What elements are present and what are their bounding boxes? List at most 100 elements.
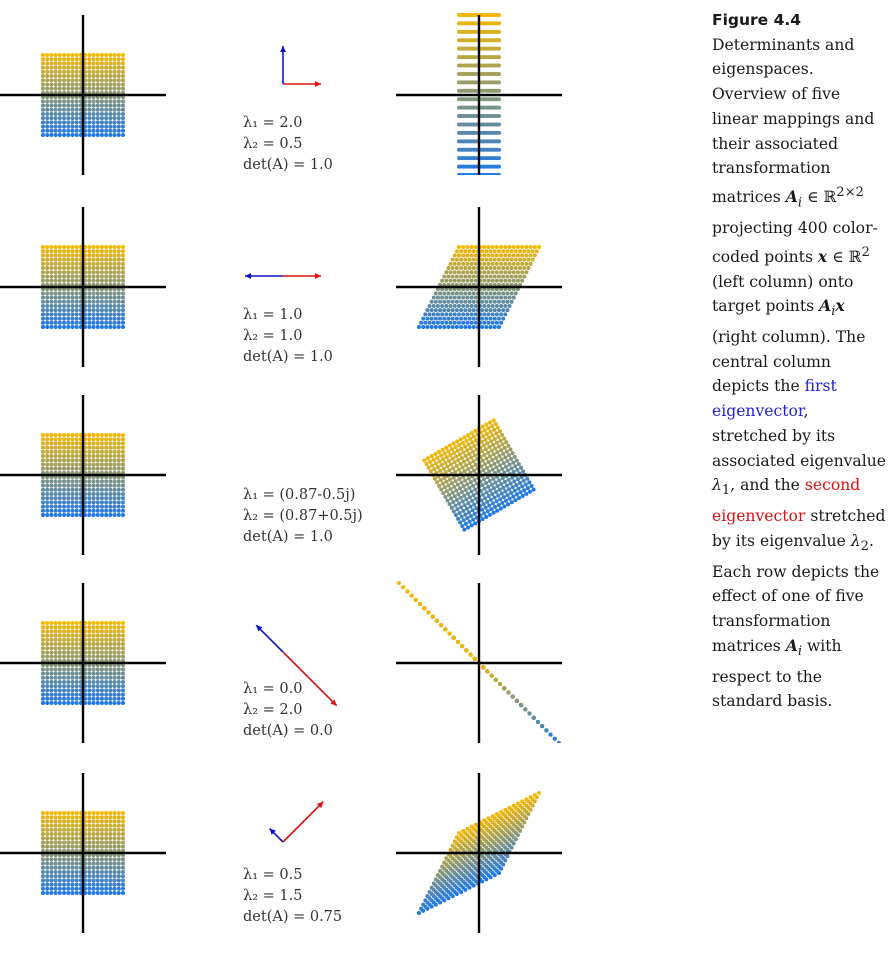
data-point bbox=[104, 679, 109, 684]
data-point bbox=[62, 57, 67, 62]
data-point bbox=[526, 249, 531, 254]
data-point bbox=[99, 441, 104, 446]
data-point bbox=[467, 257, 472, 262]
mapping-row-5: λ₁ = 0.5 λ₂ = 1.5 det(A) = 0.75 bbox=[0, 763, 700, 953]
data-point bbox=[444, 455, 449, 460]
data-point bbox=[461, 518, 466, 523]
data-point bbox=[108, 811, 113, 815]
data-point bbox=[62, 295, 67, 300]
data-point bbox=[95, 274, 100, 279]
data-point bbox=[116, 253, 121, 258]
data-point bbox=[95, 671, 100, 676]
data-point bbox=[99, 245, 104, 249]
data-point bbox=[41, 99, 45, 104]
data-point bbox=[70, 891, 75, 895]
data-point bbox=[442, 860, 447, 865]
data-point bbox=[53, 508, 58, 513]
data-point bbox=[460, 440, 465, 445]
data-point bbox=[526, 266, 531, 271]
data-point bbox=[57, 882, 62, 887]
data-point bbox=[435, 873, 440, 878]
data-point bbox=[497, 130, 501, 135]
data-point bbox=[41, 496, 45, 501]
data-point bbox=[473, 295, 478, 300]
data-point bbox=[95, 257, 100, 262]
data-point bbox=[433, 325, 438, 329]
data-point bbox=[99, 449, 104, 454]
data-point bbox=[74, 513, 79, 517]
data-point bbox=[41, 103, 45, 108]
data-point bbox=[520, 493, 525, 498]
data-point bbox=[104, 53, 109, 57]
caption-math: 2 bbox=[861, 244, 870, 260]
data-point bbox=[471, 266, 476, 271]
data-point bbox=[95, 654, 100, 659]
data-point bbox=[433, 452, 438, 457]
data-point bbox=[121, 869, 125, 874]
data-point bbox=[49, 437, 54, 442]
data-point bbox=[99, 86, 104, 91]
data-point bbox=[108, 124, 113, 129]
data-point bbox=[121, 692, 125, 697]
data-point bbox=[53, 120, 58, 125]
data-point bbox=[74, 479, 79, 484]
data-point bbox=[121, 445, 125, 450]
data-point bbox=[494, 270, 499, 275]
data-point bbox=[57, 445, 62, 450]
data-point bbox=[511, 295, 516, 300]
data-point bbox=[53, 487, 58, 492]
data-point bbox=[95, 133, 100, 137]
data-point bbox=[121, 815, 125, 820]
data-point bbox=[447, 502, 452, 507]
data-point bbox=[484, 422, 489, 427]
data-point bbox=[91, 861, 96, 866]
data-point bbox=[45, 462, 50, 467]
data-point bbox=[465, 270, 470, 275]
data-point bbox=[440, 320, 445, 325]
eigenvector-plot-1 bbox=[196, 5, 376, 195]
data-point bbox=[409, 593, 414, 598]
data-point bbox=[104, 325, 109, 329]
data-point bbox=[91, 891, 96, 895]
data-point bbox=[474, 481, 479, 486]
data-point bbox=[87, 270, 92, 275]
data-point bbox=[429, 454, 434, 459]
data-point bbox=[45, 308, 50, 313]
second-eigenvector-arrow bbox=[282, 801, 324, 843]
data-point bbox=[45, 696, 50, 701]
data-point bbox=[53, 270, 58, 275]
data-point bbox=[104, 646, 109, 651]
data-point bbox=[87, 266, 92, 271]
data-point bbox=[495, 425, 500, 430]
data-point bbox=[57, 433, 62, 437]
data-point bbox=[494, 489, 499, 494]
data-point bbox=[57, 437, 62, 442]
data-point bbox=[53, 245, 58, 249]
data-point bbox=[445, 498, 450, 503]
data-point bbox=[469, 312, 474, 317]
data-point bbox=[57, 261, 62, 266]
data-point bbox=[121, 487, 125, 492]
data-point bbox=[45, 53, 50, 57]
data-point bbox=[66, 462, 71, 467]
data-point bbox=[121, 633, 125, 638]
data-point bbox=[45, 111, 50, 116]
data-point bbox=[497, 257, 501, 262]
data-point bbox=[509, 291, 514, 296]
data-point bbox=[66, 103, 71, 108]
data-point bbox=[104, 654, 109, 659]
data-point bbox=[99, 308, 104, 313]
data-point bbox=[442, 325, 447, 329]
data-point bbox=[45, 869, 50, 874]
data-point bbox=[439, 487, 444, 492]
data-point bbox=[491, 418, 496, 423]
data-point bbox=[108, 491, 113, 496]
data-point bbox=[45, 249, 50, 254]
data-point bbox=[497, 173, 501, 175]
data-point bbox=[49, 836, 54, 841]
data-point bbox=[509, 456, 514, 461]
data-point bbox=[87, 679, 92, 684]
data-point bbox=[501, 316, 506, 321]
point-cloud bbox=[41, 245, 125, 329]
data-point bbox=[112, 120, 117, 125]
